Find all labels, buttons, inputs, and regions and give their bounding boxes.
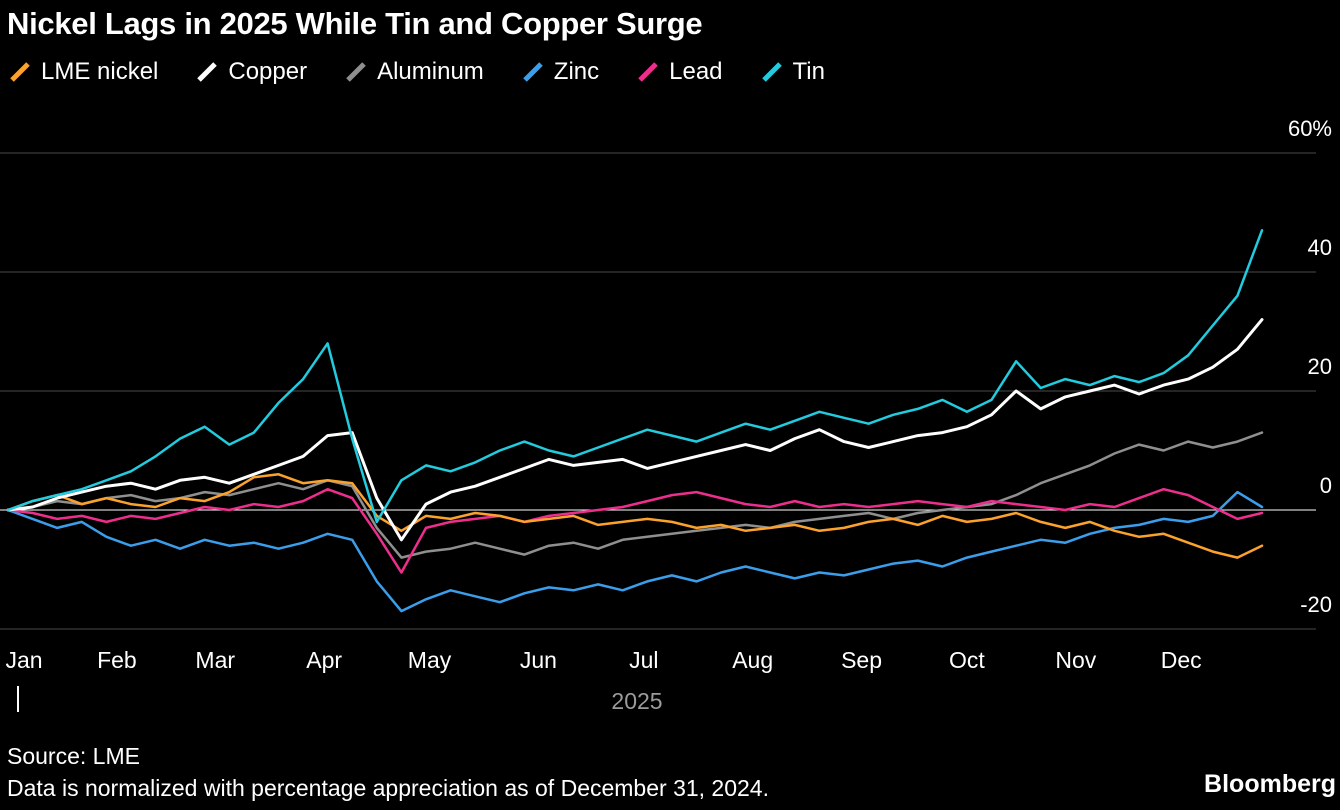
- x-axis-label: Oct: [949, 647, 985, 673]
- chart-title: Nickel Lags in 2025 While Tin and Copper…: [7, 6, 703, 41]
- legend-item-lead: Lead: [637, 58, 723, 86]
- x-axis-label: May: [408, 647, 452, 673]
- legend-swatch-lead: [637, 61, 659, 83]
- chart-footer: Source: LME Data is normalized with perc…: [7, 740, 769, 804]
- note-line: Data is normalized with percentage appre…: [7, 775, 769, 801]
- legend-label-copper: Copper: [228, 58, 308, 85]
- x-axis-label: Jun: [520, 647, 557, 673]
- chart-legend: LME nickel Copper Aluminum Zinc Lead Tin: [9, 58, 1340, 86]
- x-axis-label: Dec: [1161, 647, 1202, 673]
- x-axis-label: Apr: [306, 647, 342, 673]
- legend-item-zinc: Zinc: [522, 58, 599, 86]
- legend-swatch-copper: [196, 61, 218, 83]
- legend-swatch-aluminum: [345, 61, 367, 83]
- y-axis-label: 40: [1308, 235, 1332, 260]
- legend-label-aluminum: Aluminum: [377, 58, 484, 85]
- x-axis-label: Sep: [841, 647, 882, 673]
- legend-label-tin: Tin: [792, 58, 825, 85]
- legend-item-lme-nickel: LME nickel: [9, 58, 158, 86]
- legend-swatch-zinc: [522, 61, 544, 83]
- y-axis-label: 20: [1308, 354, 1332, 379]
- legend-label-zinc: Zinc: [553, 58, 600, 85]
- y-axis-label: 0: [1320, 473, 1332, 498]
- series-line-zinc: [6, 490, 1264, 613]
- chart-header: Nickel Lags in 2025 While Tin and Copper…: [0, 0, 1340, 86]
- y-axis-label: -20: [1300, 592, 1332, 617]
- series-line-aluminum: [6, 431, 1264, 559]
- x-axis-label: Feb: [97, 647, 137, 673]
- series-line-tin: [6, 229, 1264, 524]
- x-axis-label: Nov: [1055, 647, 1096, 673]
- legend-item-tin: Tin: [761, 58, 825, 86]
- metals-line-chart: 60% 40 20 0 -20 Jan Feb Mar Apr May Jun Jul Aug Sep Oc…: [0, 116, 1332, 714]
- x-axis-label: Jan: [5, 647, 42, 673]
- x-axis-label: Jul: [629, 647, 658, 673]
- series-line-lead: [6, 487, 1264, 574]
- year-label: 2025: [611, 688, 662, 714]
- legend-item-copper: Copper: [196, 58, 307, 86]
- x-axis-label: Mar: [195, 647, 235, 673]
- bloomberg-logo: Bloomberg: [1204, 770, 1336, 798]
- y-axis-label: 60%: [1288, 116, 1332, 141]
- legend-item-aluminum: Aluminum: [345, 58, 484, 86]
- series-line-lme-nickel: [6, 473, 1264, 559]
- series-line-copper: [6, 318, 1264, 542]
- legend-swatch-tin: [761, 61, 783, 83]
- legend-swatch-lme-nickel: [9, 61, 31, 83]
- legend-label-lme-nickel: LME nickel: [41, 58, 159, 85]
- source-line: Source: LME: [7, 743, 140, 769]
- legend-label-lead: Lead: [669, 58, 723, 85]
- x-axis-label: Aug: [732, 647, 773, 673]
